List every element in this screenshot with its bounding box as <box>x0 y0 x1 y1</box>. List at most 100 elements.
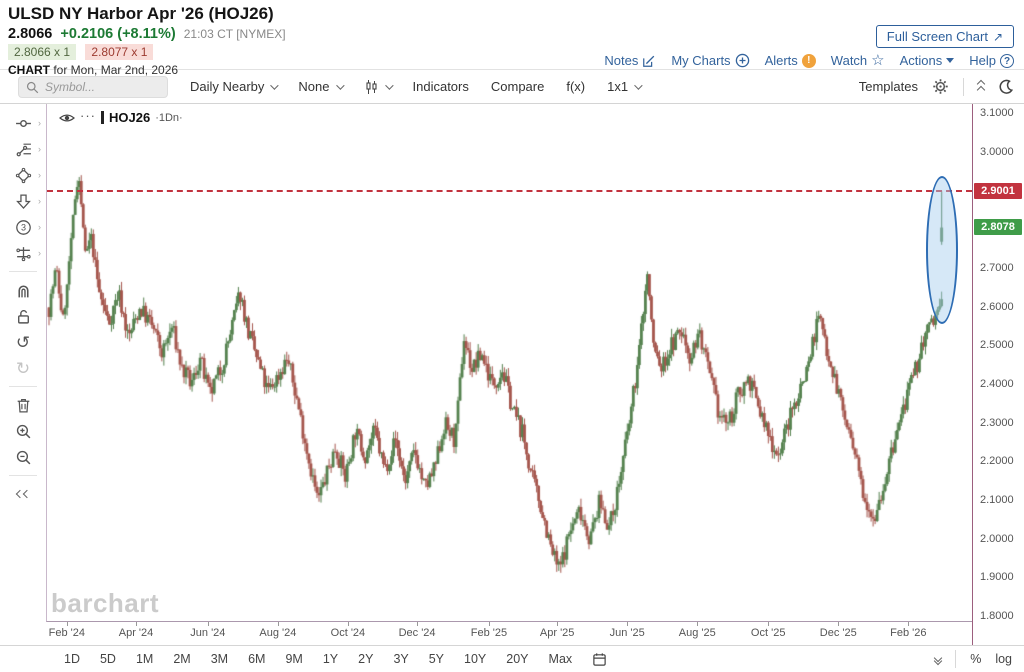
chevron-down-icon <box>384 80 394 90</box>
x-axis-label: Feb '25 <box>470 627 508 639</box>
y-axis-label: 2.2000 <box>980 455 1014 468</box>
submenu-arrow-icon: › <box>38 196 41 206</box>
period-button-3y[interactable]: 3Y <box>385 649 416 669</box>
horizontal-line-annotation[interactable] <box>47 190 972 192</box>
circle-3-tool-icon[interactable]: 3 › <box>6 214 41 240</box>
redo-icon[interactable]: ↻ <box>15 358 31 378</box>
x-axis-tick <box>557 622 559 626</box>
eye-icon[interactable] <box>59 112 75 124</box>
scale-controls: % log <box>933 650 1012 668</box>
x-axis-label: Apr '25 <box>539 627 575 639</box>
x-axis-label: Oct '25 <box>750 627 786 639</box>
help-link[interactable]: Help ? <box>969 53 1014 68</box>
drawing-tools-sidebar: › › › › 3 › › <box>0 104 46 645</box>
full-screen-chart-button[interactable]: Full Screen Chart ↗ <box>875 25 1014 48</box>
shapes-tool-icon[interactable]: › <box>6 162 41 188</box>
collapse-toolbar-button[interactable] <box>976 79 986 94</box>
period-button-2y[interactable]: 2Y <box>350 649 381 669</box>
measure-tool-icon[interactable]: › <box>6 240 41 266</box>
frequency-dropdown[interactable]: Daily Nearby <box>190 79 280 94</box>
dark-mode-moon-icon[interactable] <box>998 79 1014 95</box>
y-axis-label: 2.0000 <box>980 532 1014 545</box>
indicators-label: Indicators <box>412 79 469 94</box>
sidebar-divider <box>9 271 37 272</box>
zoom-in-icon[interactable] <box>6 418 40 444</box>
period-button-10y[interactable]: 10Y <box>456 649 494 669</box>
period-button-20y[interactable]: 20Y <box>498 649 536 669</box>
period-button-5y[interactable]: 5Y <box>421 649 452 669</box>
period-toolbar: 1D 5D 1M 2M 3M 6M 9M 1Y 2Y 3Y 5Y 10Y 20Y Max % log <box>0 645 1024 672</box>
help-circle-icon: ? <box>1000 53 1014 68</box>
toolbar-divider <box>963 77 964 96</box>
zoom-out-icon[interactable] <box>6 444 40 470</box>
cursor-line-tool-icon[interactable]: › <box>6 110 41 136</box>
collapse-sidebar-icon[interactable] <box>6 481 40 507</box>
templates-button[interactable]: Templates <box>859 79 918 94</box>
svg-text:3: 3 <box>20 222 25 232</box>
y-axis-label: 2.5000 <box>980 339 1014 352</box>
period-button-2m[interactable]: 2M <box>165 649 198 669</box>
barchart-watermark: barchart <box>51 588 160 618</box>
watch-label: Watch <box>830 53 868 68</box>
my-charts-link[interactable]: My Charts <box>671 53 749 68</box>
compare-button[interactable]: Compare <box>491 79 544 94</box>
period-button-1m[interactable]: 1M <box>128 649 161 669</box>
period-button-3m[interactable]: 3M <box>203 649 236 669</box>
percent-scale-button[interactable]: % <box>970 652 982 666</box>
x-axis-tick <box>768 622 770 626</box>
period-button-5d[interactable]: 5D <box>92 649 124 669</box>
grid-layout-dropdown[interactable]: 1x1 <box>607 79 643 94</box>
indicators-button[interactable]: Indicators <box>413 79 469 94</box>
submenu-arrow-icon: › <box>38 144 41 154</box>
x-axis-label: Jun '25 <box>609 627 645 639</box>
quote-links-row: Notes My Charts Alerts ! Watch ☆ Actions… <box>604 53 1014 68</box>
frequency-label: Daily Nearby <box>190 79 265 94</box>
watch-link[interactable]: Watch ☆ <box>830 53 885 69</box>
magnet-tool-icon[interactable] <box>6 277 40 303</box>
actions-menu[interactable]: Actions <box>900 53 955 68</box>
legend-menu-icon[interactable]: ··· <box>80 108 96 123</box>
period-button-1y[interactable]: 1Y <box>315 649 346 669</box>
bid-quote: 2.8066 x 1 <box>8 44 77 60</box>
expand-panel-button[interactable] <box>933 653 943 665</box>
tools-dropdown[interactable]: None <box>298 79 345 94</box>
x-axis-tick <box>908 622 910 626</box>
delete-drawings-icon[interactable] <box>6 392 40 418</box>
functions-button[interactable]: f(x) <box>566 79 585 94</box>
last-price: 2.8066 <box>8 26 53 42</box>
chevron-left-icon <box>22 489 31 499</box>
arrow-down-tool-icon[interactable]: › <box>6 188 41 214</box>
log-scale-button[interactable]: log <box>995 652 1012 666</box>
x-axis-tick <box>697 622 699 626</box>
period-button-max[interactable]: Max <box>541 649 581 669</box>
unlock-tool-icon[interactable] <box>6 303 40 329</box>
undo-icon[interactable]: ↺ <box>15 332 31 352</box>
symbol-search-box[interactable] <box>18 75 168 98</box>
circle-plus-icon <box>735 53 749 68</box>
ellipse-annotation[interactable] <box>926 176 958 324</box>
chart-type-dropdown[interactable] <box>364 79 394 95</box>
notes-link[interactable]: Notes <box>604 53 656 68</box>
trendlines-tool-icon[interactable]: › <box>6 136 41 162</box>
alerts-label: Alerts <box>764 53 798 68</box>
series-legend[interactable]: ··· HOJ26 ·1Dn· <box>59 108 183 125</box>
y-axis-label: 2.6000 <box>980 300 1014 313</box>
x-axis-label: Feb '26 <box>890 627 927 639</box>
symbol-search-input[interactable] <box>45 76 163 97</box>
price-row: 2.8066 +0.2106 (+8.11%) 21:03 CT [NYMEX] <box>8 26 1016 42</box>
chart-plot[interactable]: ··· HOJ26 ·1Dn· barchart <box>46 104 972 622</box>
period-button-1d[interactable]: 1D <box>56 649 88 669</box>
last-price-tag: 2.8078 <box>974 219 1022 235</box>
period-button-9m[interactable]: 9M <box>277 649 310 669</box>
chevron-up-icon <box>976 85 986 94</box>
sidebar-divider <box>9 475 37 476</box>
gear-icon[interactable] <box>932 78 949 95</box>
chart-for-row: CHART for Mon, Mar 2nd, 2026 <box>8 63 1016 77</box>
calendar-icon[interactable] <box>592 652 607 667</box>
alerts-link[interactable]: Alerts ! <box>765 53 816 68</box>
bid-ask-row: 2.8066 x 1 2.8077 x 1 <box>8 44 1016 60</box>
y-axis-label: 2.4000 <box>980 377 1014 390</box>
x-axis-tick <box>207 622 209 626</box>
period-button-6m[interactable]: 6M <box>240 649 273 669</box>
